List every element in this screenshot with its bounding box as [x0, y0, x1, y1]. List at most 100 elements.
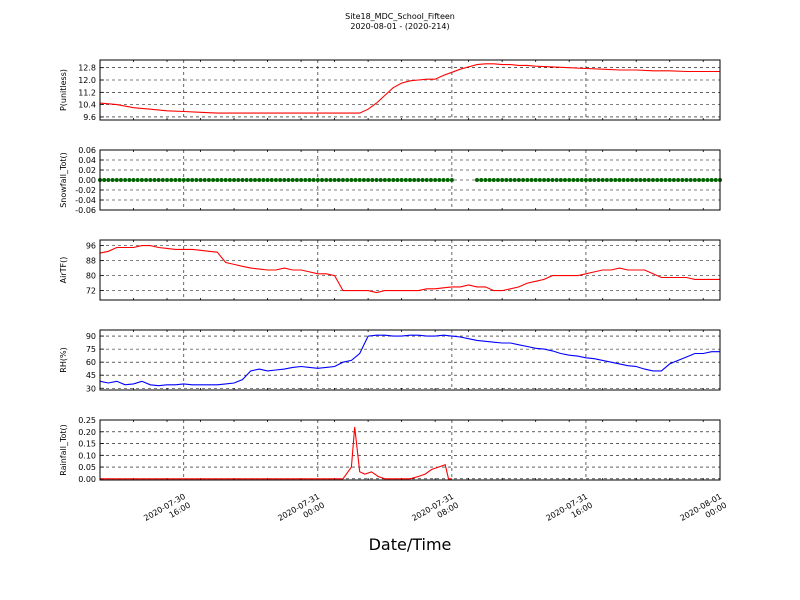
data-point	[500, 178, 505, 182]
data-point	[206, 178, 211, 182]
data-point	[269, 178, 274, 182]
data-point	[185, 178, 190, 182]
data-point	[278, 178, 283, 182]
data-point	[441, 178, 446, 182]
data-point	[571, 178, 576, 182]
data-point	[328, 178, 333, 182]
data-point	[118, 178, 123, 182]
data-point	[248, 178, 253, 182]
y-tick-label: 12.0	[78, 76, 96, 85]
data-point	[257, 178, 262, 182]
y-tick-label: 11.2	[78, 88, 96, 97]
data-point	[395, 178, 400, 182]
chart-title: Site18_MDC_School_Fifteen	[345, 12, 455, 21]
panel-2: 72 80 88 96 AirTF()	[59, 239, 721, 301]
data-point	[542, 178, 547, 182]
data-point	[546, 178, 551, 182]
data-point	[127, 178, 132, 182]
data-point	[219, 178, 224, 182]
data-point	[227, 178, 232, 182]
y-tick-label: 45	[86, 371, 96, 380]
y-axis-label: Snowfall_Tot()	[59, 152, 68, 208]
data-point	[160, 178, 165, 182]
series-line	[99, 63, 720, 114]
y-axis-label: P(unitless)	[59, 69, 68, 111]
chart-title-block: Site18_MDC_School_Fifteen 2020-08-01 - (…	[0, 12, 800, 32]
data-point	[583, 178, 588, 182]
y-tick-label: 0.05	[78, 463, 96, 472]
data-point	[403, 178, 408, 182]
data-point	[303, 178, 308, 182]
x-axis-label: Date/Time	[368, 535, 452, 554]
data-point	[307, 178, 312, 182]
data-point	[634, 178, 639, 182]
axes-frame	[99, 149, 721, 211]
axes-frame	[99, 329, 721, 391]
data-point	[173, 178, 178, 182]
axes-frame	[99, 59, 721, 121]
data-point	[642, 178, 647, 182]
data-point	[625, 178, 630, 182]
data-point	[713, 178, 718, 182]
y-tick-label: 75	[86, 345, 96, 354]
series-line	[100, 427, 452, 480]
data-point	[135, 178, 140, 182]
data-point	[215, 178, 220, 182]
y-tick-label: 80	[86, 272, 96, 281]
data-point	[604, 178, 609, 182]
y-axis-label: Rainfall_Tot()	[59, 424, 68, 476]
data-point	[701, 178, 706, 182]
data-point	[479, 178, 484, 182]
data-point	[521, 178, 526, 182]
data-point	[290, 178, 295, 182]
data-point	[408, 178, 412, 182]
data-point	[588, 178, 593, 182]
data-point	[697, 178, 702, 182]
y-tick-label: 12.8	[78, 64, 96, 73]
data-point	[609, 178, 614, 182]
data-point	[525, 178, 530, 182]
data-point	[529, 178, 534, 182]
axes-frame	[99, 419, 721, 481]
data-point	[596, 178, 601, 182]
data-point	[144, 178, 149, 182]
data-point	[412, 178, 417, 182]
data-point	[445, 178, 450, 182]
data-point	[550, 178, 555, 182]
data-point	[131, 178, 136, 182]
data-point	[148, 178, 153, 182]
panel-1: -0.06-0.04-0.020.000.020.040.06 Snowfall_…	[59, 146, 722, 215]
y-tick-label: -0.06	[75, 206, 96, 215]
data-point	[366, 178, 371, 182]
data-point	[613, 178, 618, 182]
data-point	[416, 178, 421, 182]
data-point	[487, 178, 492, 182]
data-point	[261, 178, 266, 182]
y-tick-label: 72	[86, 287, 96, 296]
data-point	[232, 178, 237, 182]
y-tick-label: 30	[86, 384, 96, 393]
data-point	[617, 178, 622, 182]
y-tick-label: -0.04	[75, 196, 96, 205]
data-point	[190, 178, 195, 182]
data-point	[253, 178, 257, 182]
data-point	[449, 178, 454, 182]
data-point	[420, 178, 425, 182]
y-tick-label: 9.6	[83, 113, 96, 122]
data-point	[554, 178, 559, 182]
data-point	[181, 178, 186, 182]
series-line	[99, 245, 720, 294]
data-point	[646, 178, 651, 182]
data-point	[391, 178, 396, 182]
data-point	[650, 178, 655, 182]
data-point	[433, 178, 438, 182]
panel-0: 9.6 10.4 11.2 12.0 12.8 P(unitless)	[59, 59, 721, 122]
data-point	[684, 178, 689, 182]
data-point	[709, 178, 714, 182]
y-tick-label: 0.02	[78, 166, 96, 175]
y-tick-label: 60	[86, 358, 96, 367]
data-point	[382, 178, 387, 182]
